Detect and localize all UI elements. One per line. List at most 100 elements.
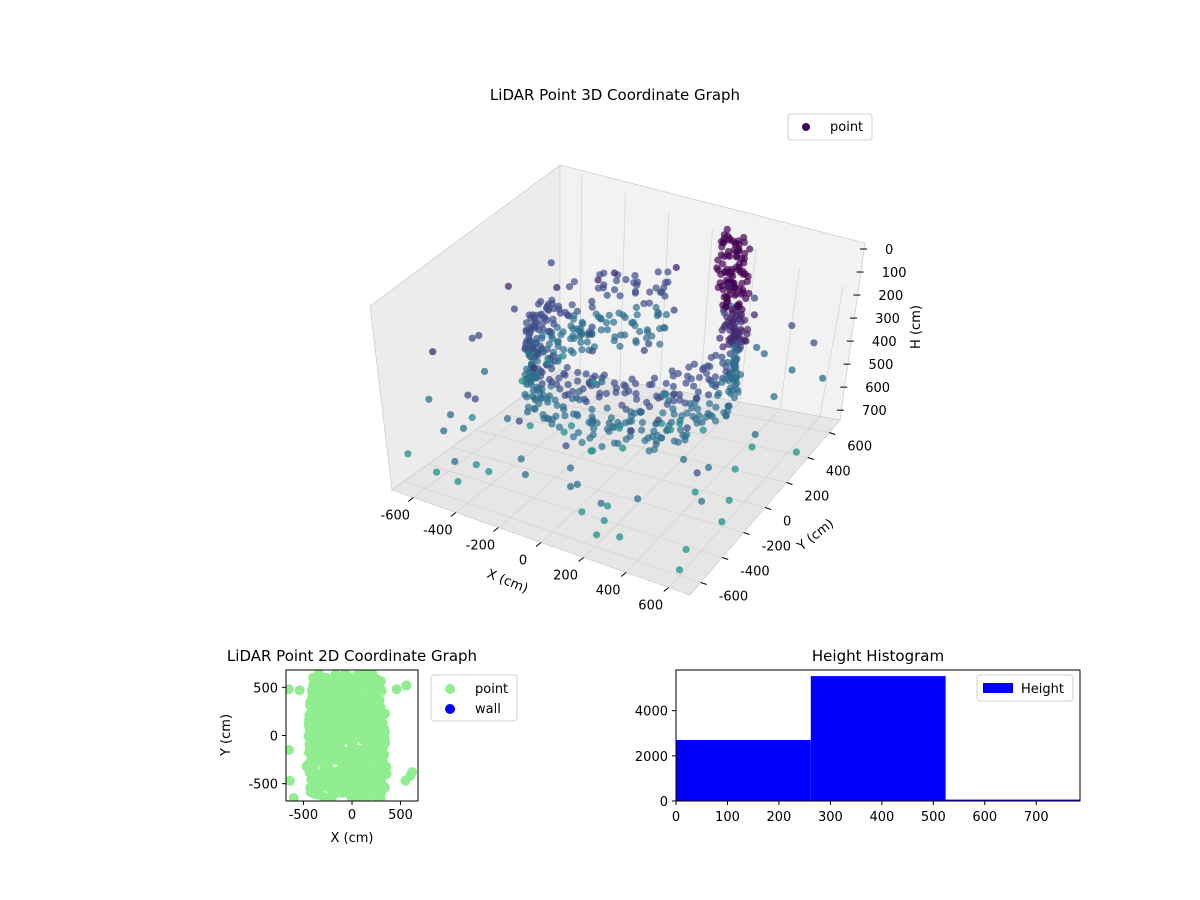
scatter-point-3d [735,338,743,347]
scatter-point-2d [357,727,368,738]
scatter-point-2d [373,767,384,778]
scatter-point-3d [530,404,539,413]
x-tick-label-hist: 600 [972,810,997,825]
x-tick-label-hist: 400 [869,810,894,825]
scatter-point-3d [745,289,753,298]
scatter-point-3d [751,430,759,439]
scatter-point-3d [429,348,437,356]
scatter-point-2d [359,746,370,757]
scatter-point-3d [485,468,493,476]
scatter-point-3d [586,330,594,338]
scatter-point-2d [337,764,348,775]
scatter-point-3d [570,278,578,286]
scatter-point-2d [347,683,358,693]
y-tick-3d [807,457,815,460]
scatter-point-2d [307,709,318,719]
scatter-point-3d [698,497,706,505]
scatter-point-3d [603,502,612,510]
scatter-point-3d [750,294,759,302]
scatter-point-3d [560,370,568,378]
scatter-point-3d [740,259,748,267]
scatter-point-3d [582,398,590,406]
scatter-point-3d [564,390,572,399]
scatter-point-3d [610,423,618,431]
grid-line-wall [779,267,801,410]
scatter-point-3d [682,379,690,387]
scatter-point-3d [676,396,684,404]
scatter-point-3d [743,277,751,285]
scatter-point-3d [725,402,733,410]
y-tick-3d [700,582,707,585]
scatter-point-2d [375,733,386,744]
grid-line-y [451,446,744,533]
scatter-point-3d [683,424,691,432]
scatter-point-3d [522,319,531,327]
y-tick-label-hist: 2000 [635,750,668,765]
y-tick-label-hist: 0 [660,795,668,810]
scatter-point-2d [347,744,358,755]
scatter-point-3d [742,337,750,345]
scatter-point-2d [327,783,338,794]
scatter-point-3d [561,412,569,420]
scatter-point-3d [523,365,531,373]
grid-line-y [427,463,723,558]
scatter-point-3d [537,394,545,402]
scatter-point-3d [503,415,512,423]
x-tick-label-2d: 500 [388,808,413,823]
y-tick-labels-3d: -600 -400 -200 0 200 400 600 [700,432,872,605]
x-tick-label-hist: 300 [818,810,843,825]
scatter-point-3d [642,334,651,342]
scatter-point-3d [683,409,691,417]
scatter-point-3d [675,566,684,574]
x-tick-3d [493,527,499,532]
scatter-point-3d [662,311,671,319]
scatter-point-3d [661,292,669,300]
scatter-point-3d [433,468,441,476]
scatter-point-3d [552,412,560,420]
scatter-point-3d [722,303,730,311]
scatter-point-2d [310,750,321,761]
scatter-point-3d [724,318,732,326]
y-tick-label-3d: 0 [783,515,791,530]
x-tick-label-3d: -600 [381,509,411,524]
scatter-point-3d [589,416,597,424]
scatter-point-3d [567,347,575,355]
scatter-point-3d [551,396,559,404]
scatter-point-3d [574,429,583,437]
scatter-point-3d [588,303,596,311]
scatter-point-3d [632,303,641,311]
scatter-point-3d [518,377,526,385]
scatter-point-3d [560,428,568,436]
scatter-point-3d [693,395,701,403]
scatter-point-2d [343,732,354,743]
scatter-point-3d [537,310,546,318]
scatter-point-2d [367,687,378,698]
scatter-point-2d [327,680,338,691]
scatter-point-2d [311,789,322,800]
scatter-point-3d [404,450,412,458]
scatter-point-3d [446,411,455,419]
scatter-point-3d [543,316,551,324]
histogram-bar [810,676,946,801]
scatter-point-3d [684,372,692,380]
scatter-point-3d [669,382,678,391]
scatter-point-3d [735,331,743,339]
scatter-point-3d [459,424,468,432]
scatter-point-3d [524,408,532,416]
scatter-point-3d [633,311,641,319]
scatter-point-2d [323,697,334,708]
scatter-point-2d [288,793,299,801]
scatter-point-3d [631,272,639,280]
chart-3d-legend: point [787,113,873,141]
z-tick-label-3d: 400 [872,335,897,350]
scatter-point-3d [555,305,563,313]
scatter-point-3d [650,374,659,382]
scatter-point-3d [730,394,739,402]
scatter-point-3d [638,426,646,434]
scatter-point-2d [340,787,351,798]
scatter-point-2d [286,744,294,755]
scatter-point-2d [323,726,334,737]
scatter-point-3d [597,315,605,323]
scatter-point-3d [547,259,555,267]
scatter-point-3d [568,301,576,309]
